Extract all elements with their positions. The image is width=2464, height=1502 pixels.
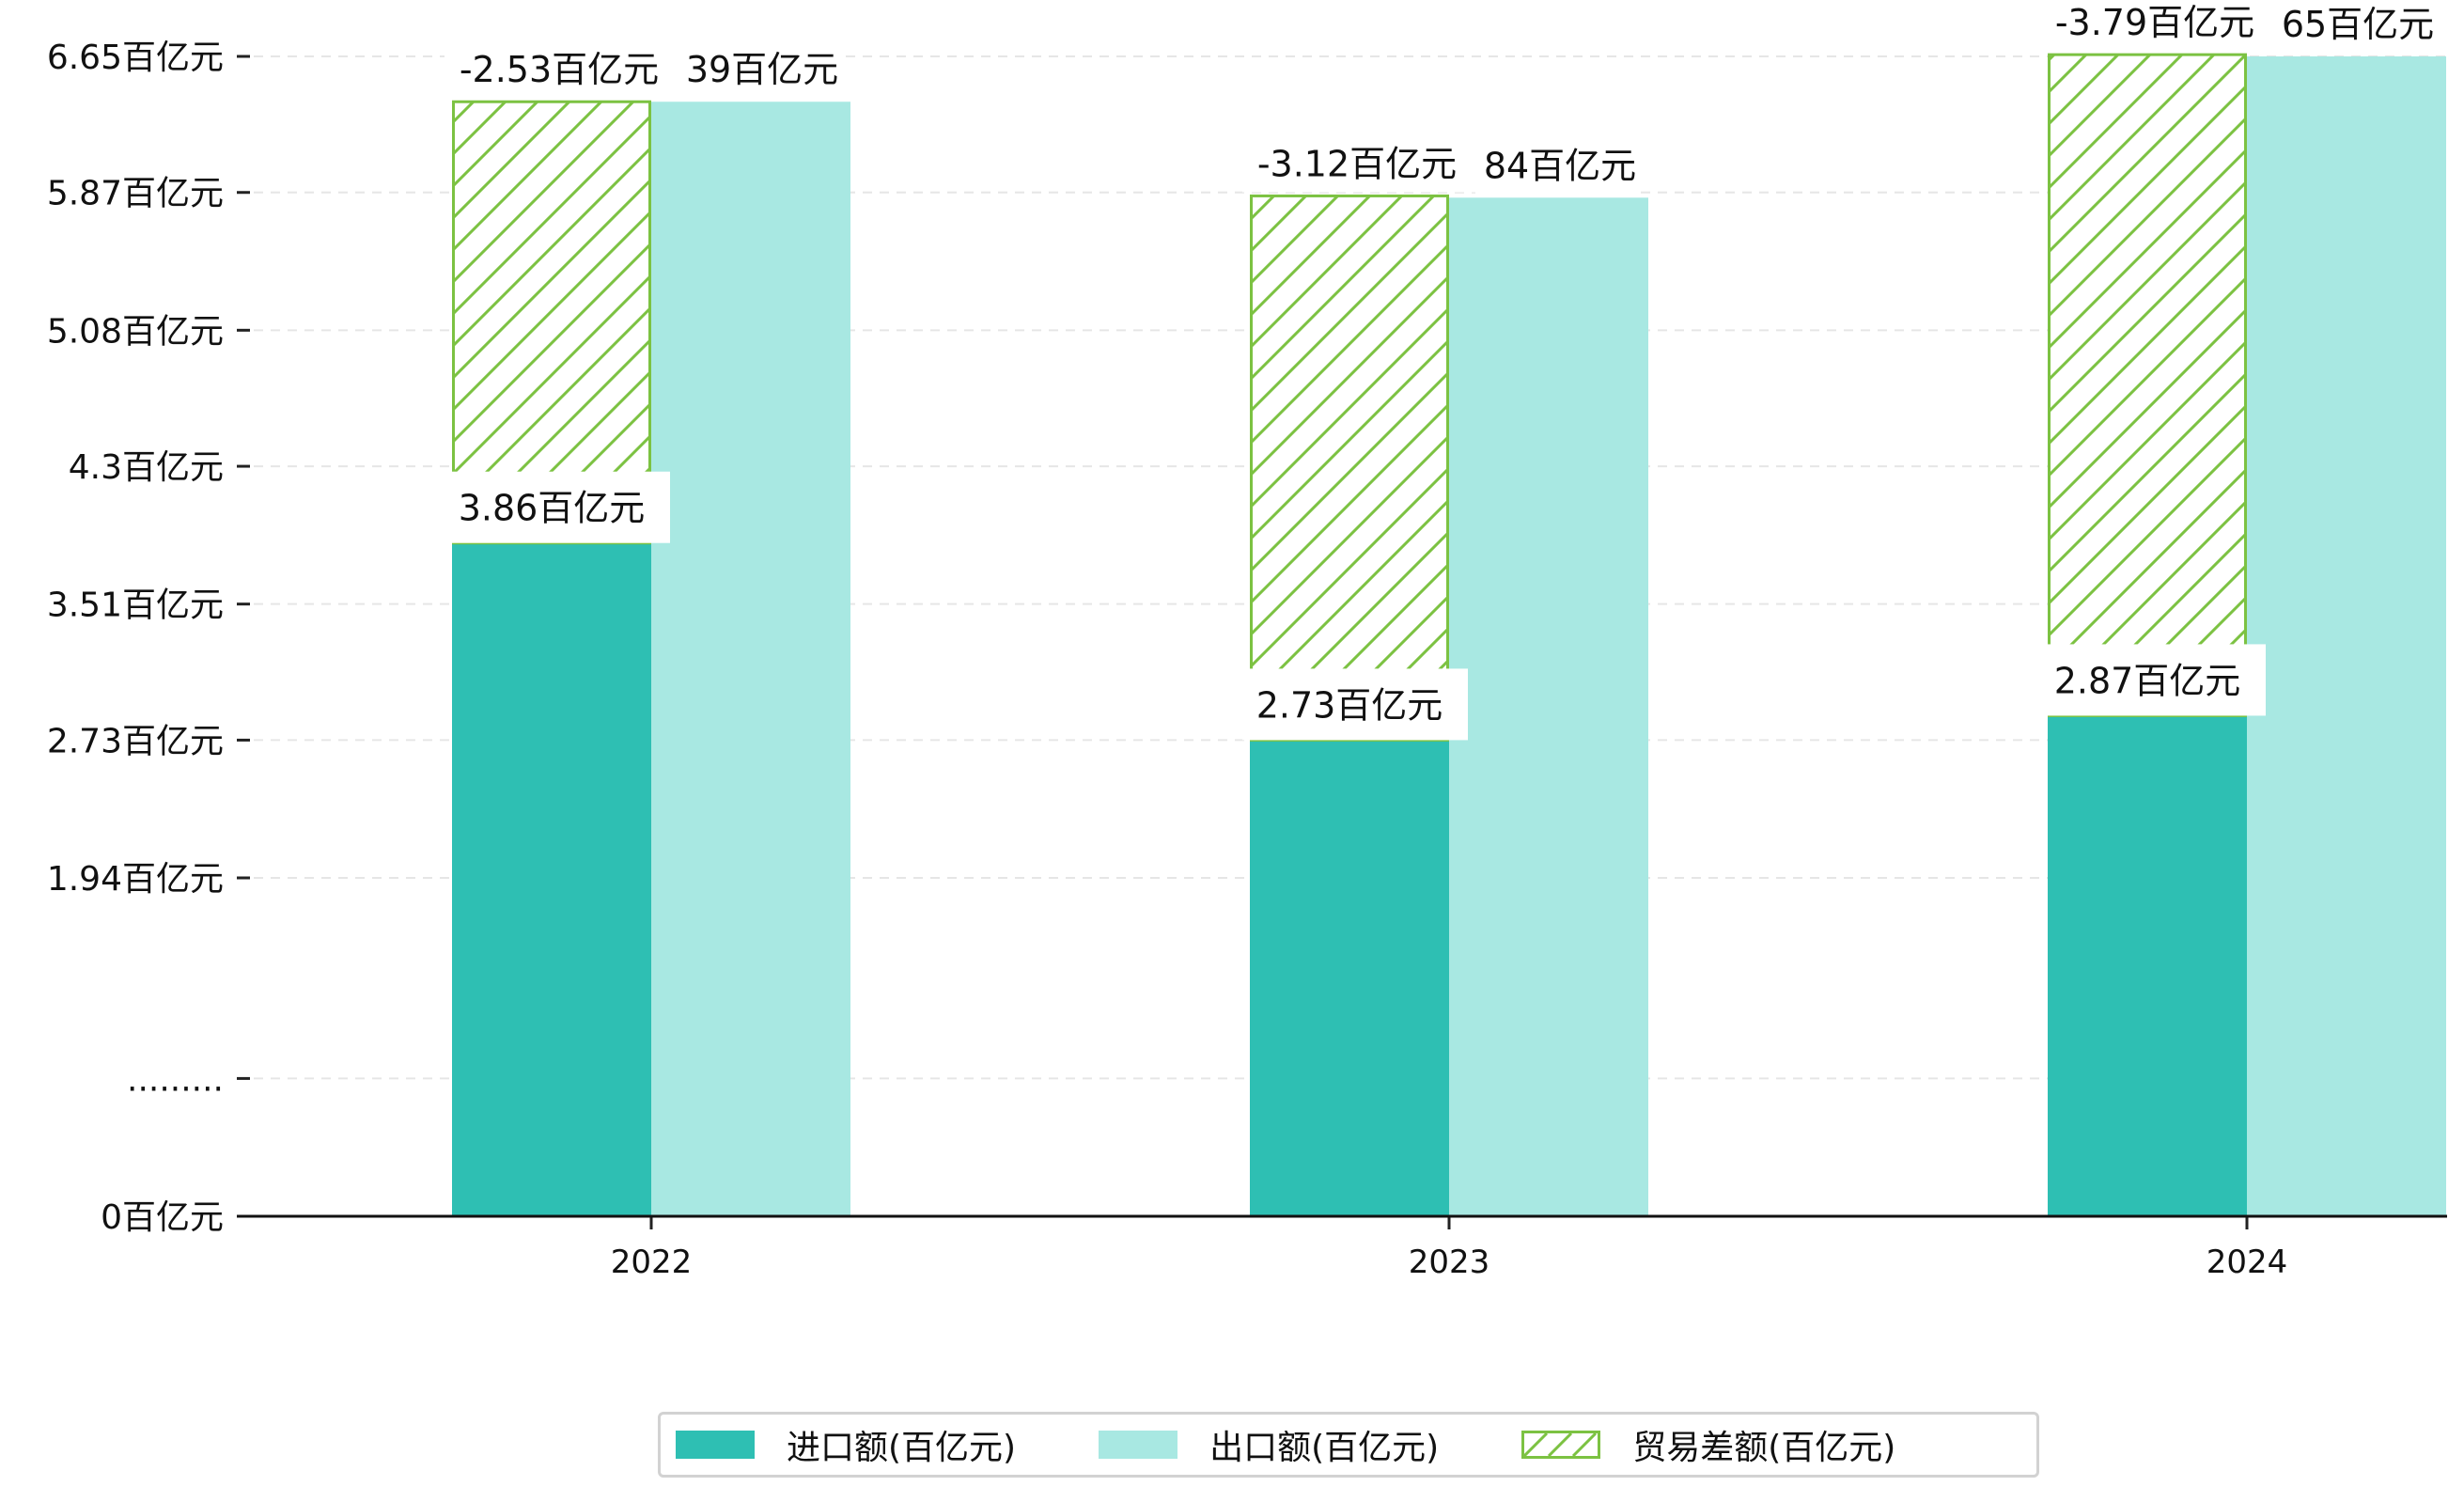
legend-label-import: 进口额(百亿元) bbox=[787, 1429, 1017, 1467]
x-tick-label: 2023 bbox=[1409, 1244, 1490, 1281]
y-tick-label: 5.87百亿元 bbox=[47, 175, 224, 213]
label-box-balance bbox=[2040, 0, 2283, 52]
data-label-import: 3.86百亿元 bbox=[459, 488, 646, 529]
axes: 0百亿元......... 1.94百亿元 2.73百亿元 3.51百亿元 4.3百亿元… bbox=[47, 39, 2447, 1281]
legend-label-balance: 贸易差额(百亿元) bbox=[1632, 1429, 1896, 1467]
legend-swatch-balance bbox=[1521, 1431, 1601, 1459]
bar-import bbox=[2048, 715, 2247, 1216]
bar-balance bbox=[1250, 194, 1449, 742]
label-box-export bbox=[2273, 0, 2439, 53]
y-tick-label: 6.65百亿元 bbox=[47, 39, 224, 77]
bar-balance bbox=[2048, 53, 2247, 717]
data-label-balance: -3.79百亿元 bbox=[2055, 2, 2254, 43]
data-label-balance: -3.12百亿元 bbox=[1257, 143, 1457, 184]
legend: 进口额(百亿元) 出口额(百亿元) 贸易差额(百亿元) bbox=[658, 1412, 2039, 1478]
label-box-balance bbox=[444, 43, 687, 99]
data-label-import: 2.87百亿元 bbox=[2054, 660, 2241, 701]
legend-item-balance: 贸易差额(百亿元) bbox=[1521, 1415, 1895, 1475]
label-box-balance bbox=[1242, 137, 1485, 193]
data-label-export: 84百亿元 bbox=[1484, 145, 1636, 186]
label-box-export bbox=[1475, 139, 1641, 195]
y-tick-label: 2.73百亿元 bbox=[47, 722, 224, 760]
bar-balance bbox=[452, 100, 651, 545]
legend-item-export: 出口额(百亿元) bbox=[1099, 1415, 1439, 1475]
label-box-import bbox=[444, 471, 670, 543]
legend-swatch-import bbox=[676, 1431, 755, 1459]
x-tick-label: 2024 bbox=[2207, 1244, 2288, 1281]
legend-swatch-export bbox=[1099, 1431, 1178, 1459]
y-tick-label: 1.94百亿元 bbox=[47, 860, 224, 899]
y-tick-label: 4.3百亿元 bbox=[69, 448, 224, 487]
label-box-import bbox=[1242, 668, 1468, 741]
y-tick-label: ......... bbox=[127, 1060, 224, 1099]
data-label-import: 2.73百亿元 bbox=[1256, 684, 1443, 726]
y-tick-label: 0百亿元 bbox=[101, 1198, 224, 1237]
bar-export bbox=[2247, 56, 2446, 1216]
data-labels: -2.53百亿元 39百亿元 3.86百亿元 -3.12百亿元 84百亿元 2.73百亿元… bbox=[444, 0, 2439, 741]
bar-export bbox=[651, 102, 850, 1217]
data-label-balance: -2.53百亿元 bbox=[460, 49, 659, 90]
bars bbox=[452, 53, 2446, 1217]
y-tick-label: 5.08百亿元 bbox=[47, 312, 224, 351]
x-tick-label: 2022 bbox=[611, 1244, 693, 1281]
bar-import bbox=[1250, 740, 1449, 1216]
legend-item-import: 进口额(百亿元) bbox=[676, 1415, 1016, 1475]
data-label-export: 65百亿元 bbox=[2282, 4, 2434, 45]
legend-label-export: 出口额(百亿元) bbox=[1209, 1429, 1440, 1467]
bar-export bbox=[1449, 197, 1648, 1216]
bar-import bbox=[452, 542, 651, 1216]
label-box-export bbox=[678, 43, 843, 99]
y-tick-label: 3.51百亿元 bbox=[47, 587, 224, 625]
label-box-import bbox=[2040, 644, 2266, 716]
data-label-export: 39百亿元 bbox=[686, 49, 838, 90]
